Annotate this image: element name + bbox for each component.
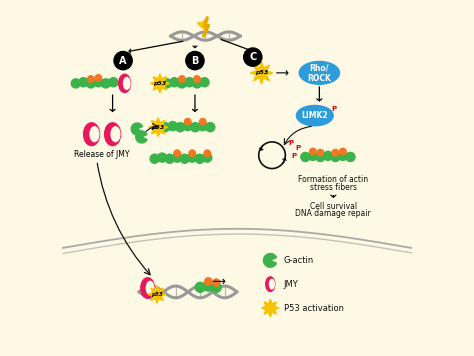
Text: Formation of actin: Formation of actin (298, 175, 368, 184)
Circle shape (176, 122, 185, 132)
Circle shape (204, 150, 210, 157)
Circle shape (203, 153, 212, 162)
Circle shape (177, 79, 186, 88)
Text: P: P (332, 106, 337, 112)
Circle shape (194, 76, 200, 82)
Circle shape (340, 148, 346, 155)
Circle shape (192, 79, 201, 88)
Circle shape (185, 78, 194, 87)
Circle shape (301, 152, 310, 162)
Text: C: C (249, 52, 256, 62)
Circle shape (173, 153, 182, 162)
Circle shape (189, 150, 195, 157)
Text: P: P (288, 140, 293, 146)
Circle shape (195, 154, 204, 163)
Polygon shape (149, 118, 168, 137)
Circle shape (213, 279, 220, 286)
Text: B: B (191, 56, 199, 66)
Circle shape (180, 154, 189, 163)
Text: P53 activation: P53 activation (283, 304, 344, 313)
Circle shape (168, 121, 177, 131)
Ellipse shape (111, 127, 120, 142)
Circle shape (308, 151, 318, 161)
Circle shape (331, 152, 340, 162)
Circle shape (198, 121, 207, 131)
Ellipse shape (141, 278, 155, 298)
Text: LIMK2: LIMK2 (301, 111, 328, 120)
Circle shape (101, 79, 110, 88)
Ellipse shape (124, 78, 130, 89)
Wedge shape (136, 131, 147, 143)
Circle shape (94, 78, 103, 87)
Circle shape (165, 154, 174, 163)
Circle shape (332, 150, 339, 156)
Circle shape (150, 154, 159, 163)
Circle shape (195, 282, 205, 292)
Ellipse shape (83, 123, 100, 146)
Circle shape (310, 148, 316, 155)
Text: p53: p53 (153, 81, 166, 86)
Text: P: P (291, 153, 296, 159)
Text: A: A (119, 56, 127, 66)
Circle shape (158, 153, 167, 162)
Ellipse shape (118, 74, 130, 93)
Circle shape (200, 78, 209, 87)
Circle shape (211, 282, 221, 292)
Circle shape (163, 79, 172, 88)
Circle shape (88, 76, 94, 82)
Circle shape (244, 48, 262, 66)
Text: Rho/
ROCK: Rho/ ROCK (308, 63, 331, 83)
Circle shape (71, 79, 81, 88)
Ellipse shape (266, 277, 275, 292)
Circle shape (183, 121, 192, 131)
Text: p53: p53 (152, 125, 165, 130)
Text: JMY: JMY (283, 280, 298, 289)
Ellipse shape (296, 105, 333, 126)
Circle shape (179, 76, 185, 82)
Ellipse shape (299, 62, 339, 84)
Circle shape (109, 78, 118, 87)
Text: G-actin: G-actin (283, 256, 314, 265)
Text: Cell survival: Cell survival (310, 201, 357, 210)
Polygon shape (262, 299, 279, 317)
Circle shape (323, 151, 332, 161)
Circle shape (206, 122, 215, 132)
Text: Release of JMY: Release of JMY (74, 150, 130, 159)
Wedge shape (131, 123, 143, 135)
Circle shape (316, 152, 325, 162)
Polygon shape (250, 62, 273, 84)
Circle shape (338, 151, 347, 161)
Circle shape (200, 119, 206, 125)
Polygon shape (150, 74, 169, 93)
Text: DNA damage repair: DNA damage repair (295, 209, 371, 218)
Text: P: P (296, 145, 301, 151)
Text: p53: p53 (151, 292, 163, 297)
Text: p53: p53 (255, 70, 268, 75)
Text: stress fibers: stress fibers (310, 183, 357, 192)
Ellipse shape (146, 281, 154, 295)
Circle shape (79, 78, 88, 87)
Circle shape (174, 150, 181, 157)
Circle shape (95, 75, 101, 81)
Circle shape (317, 150, 324, 156)
Polygon shape (148, 286, 166, 303)
Circle shape (86, 79, 95, 88)
Ellipse shape (269, 279, 274, 289)
Circle shape (203, 281, 213, 291)
Circle shape (114, 52, 132, 70)
Circle shape (205, 278, 212, 285)
Wedge shape (264, 253, 276, 267)
Circle shape (346, 152, 355, 162)
Circle shape (170, 78, 179, 87)
Ellipse shape (105, 123, 120, 146)
Circle shape (184, 119, 191, 125)
Circle shape (186, 52, 204, 70)
Circle shape (188, 153, 197, 162)
Ellipse shape (90, 127, 99, 142)
Circle shape (191, 122, 200, 132)
Circle shape (161, 122, 170, 132)
